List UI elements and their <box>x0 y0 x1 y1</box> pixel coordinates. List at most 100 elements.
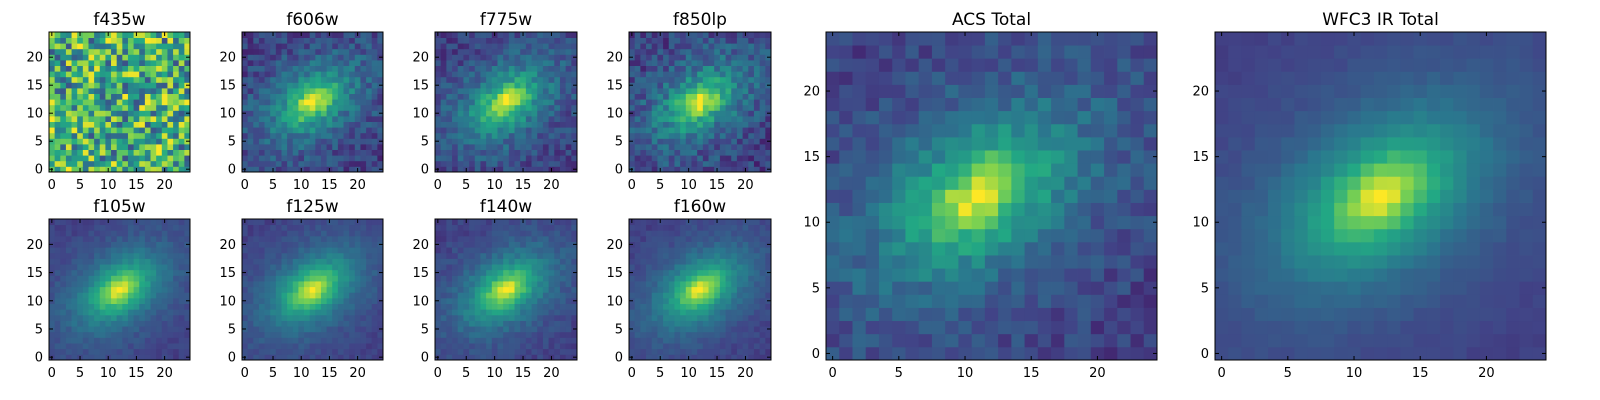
heatmap-cell <box>133 149 140 156</box>
heatmap-cell <box>759 286 766 293</box>
heatmap-cell <box>759 303 766 310</box>
heatmap-cell <box>71 54 78 61</box>
heatmap-cell <box>309 331 316 338</box>
heatmap-cell <box>167 132 174 139</box>
heatmap-cell <box>565 37 572 44</box>
heatmap-cell <box>497 219 504 226</box>
heatmap-cell <box>646 43 653 50</box>
heatmap-cell <box>167 76 174 83</box>
heatmap-cell <box>82 37 89 44</box>
heatmap-cell <box>65 331 72 338</box>
heatmap-cell <box>753 88 761 94</box>
y-tick-label: 15 <box>412 79 429 94</box>
heatmap-cell <box>668 104 675 111</box>
heatmap-cell <box>309 258 316 265</box>
heatmap-cell <box>320 252 327 259</box>
heatmap-cell <box>94 241 101 248</box>
heatmap-cell <box>360 127 367 134</box>
heatmap-cell <box>446 99 453 106</box>
heatmap-cell <box>184 99 191 106</box>
panel-title: f140w <box>480 197 532 217</box>
heatmap-cell <box>354 76 361 83</box>
heatmap-cell <box>298 110 305 117</box>
heatmap-cell <box>537 127 544 134</box>
heatmap-cell <box>748 88 755 94</box>
heatmap-cell <box>354 343 361 350</box>
heatmap-cell <box>54 343 61 350</box>
heatmap-cell <box>537 132 544 139</box>
heatmap-cell <box>281 43 288 50</box>
heatmap-cell <box>139 104 146 111</box>
heatmap-cell <box>469 331 476 338</box>
heatmap-cell <box>253 348 260 355</box>
heatmap-cell <box>559 241 567 248</box>
heatmap-cell <box>765 281 772 288</box>
heatmap-cell <box>122 252 129 259</box>
heatmap-cell <box>144 230 151 237</box>
heatmap-cell <box>525 32 532 38</box>
heatmap-cell <box>463 65 470 72</box>
heatmap-cell <box>640 88 647 94</box>
heatmap-cell <box>82 149 89 156</box>
heatmap-cell <box>719 281 726 288</box>
heatmap-cell <box>651 37 658 44</box>
heatmap-cell <box>111 320 118 327</box>
heatmap-cell <box>275 343 282 350</box>
heatmap-cell <box>753 160 761 167</box>
heatmap-cell <box>520 252 527 259</box>
heatmap-cell <box>725 275 732 282</box>
heatmap-cell <box>360 258 367 265</box>
heatmap-cell <box>371 99 378 106</box>
heatmap-cell <box>742 303 749 310</box>
heatmap-cell <box>469 337 476 344</box>
heatmap-cell <box>349 281 356 288</box>
heatmap-cell <box>753 337 761 344</box>
heatmap-cell <box>360 230 367 237</box>
heatmap-cell <box>697 48 704 55</box>
heatmap-cell <box>247 166 254 173</box>
heatmap-cell <box>691 116 698 122</box>
heatmap-cell <box>304 224 311 231</box>
heatmap-cell <box>309 127 316 134</box>
heatmap-cell <box>366 331 373 338</box>
heatmap-cell <box>144 264 151 271</box>
heatmap-cell <box>337 264 344 271</box>
heatmap-cell <box>332 43 339 50</box>
heatmap-cell <box>105 132 112 139</box>
heatmap-cell <box>748 320 755 327</box>
heatmap-cell <box>116 252 123 259</box>
heatmap-cell <box>298 160 305 167</box>
heatmap-cell <box>264 116 271 122</box>
heatmap-cell <box>680 326 687 333</box>
heatmap-cell <box>258 314 265 321</box>
heatmap-cell <box>525 224 532 231</box>
heatmap-cell <box>486 144 493 150</box>
heatmap-cell <box>371 166 378 173</box>
heatmap-cell <box>150 37 157 44</box>
heatmap-cell <box>440 43 447 50</box>
heatmap-cell <box>503 155 510 162</box>
heatmap-cell <box>651 48 658 55</box>
heatmap-cell <box>486 241 493 248</box>
heatmap-cell <box>371 93 378 100</box>
heatmap-cell <box>486 281 493 288</box>
heatmap-cell <box>349 127 356 134</box>
heatmap-cell <box>514 320 521 327</box>
heatmap-cell <box>337 281 344 288</box>
heatmap-cell <box>264 65 271 72</box>
heatmap-cell <box>565 121 572 128</box>
heatmap-cell <box>144 247 151 254</box>
heatmap-cell <box>139 160 146 167</box>
heatmap-cell <box>440 104 447 111</box>
heatmap-cell <box>503 247 510 254</box>
heatmap-cell <box>161 309 168 316</box>
heatmap-cell <box>446 309 453 316</box>
heatmap-cell <box>253 326 260 333</box>
heatmap-cell <box>765 121 772 128</box>
heatmap-cell <box>71 258 78 265</box>
heatmap-cell <box>697 309 704 316</box>
x-tick-label: 5 <box>269 178 277 193</box>
heatmap-cell <box>287 160 294 167</box>
heatmap-cell <box>491 116 498 122</box>
heatmap-cell <box>156 48 163 55</box>
